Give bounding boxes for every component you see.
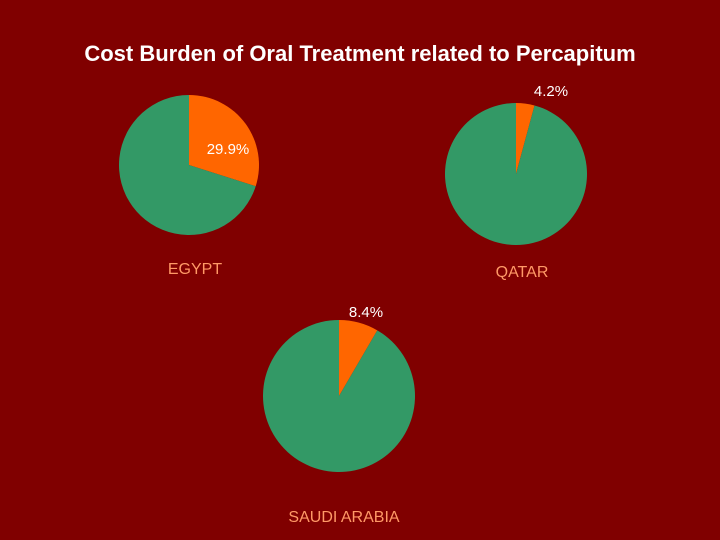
- pie-slice: [263, 320, 416, 472]
- pie-title: QATAR: [496, 264, 549, 281]
- pie-slice: [516, 103, 535, 174]
- pie-title: SAUDI ARABIA: [288, 509, 399, 526]
- pie-slice: [445, 103, 587, 245]
- pie-title: EGYPT: [168, 261, 222, 278]
- pie-slice: [189, 94, 259, 187]
- value-label: 4.2%: [534, 83, 568, 100]
- value-label: 8.4%: [349, 304, 383, 321]
- value-label: 29.9%: [207, 141, 250, 158]
- pie-slice: [119, 94, 256, 235]
- pie-slice: [339, 320, 378, 396]
- slide-title: Cost Burden of Oral Treatment related to…: [84, 41, 635, 66]
